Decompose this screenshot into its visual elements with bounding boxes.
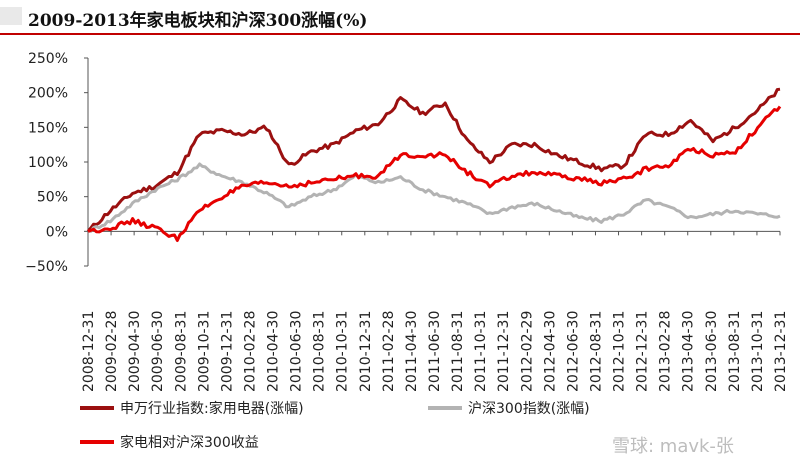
legend: 申万行业指数:家用电器(涨幅) 沪深300指数(涨幅) 家电相对沪深300收益: [80, 400, 590, 451]
x-tick-label: 2013-04-30: [681, 311, 697, 392]
x-tick-label: 2011-04-30: [404, 311, 420, 392]
watermark: 雪球: mavk-张: [612, 436, 734, 457]
x-tick-label: 2009-04-30: [127, 311, 143, 392]
x-tick-label: 2010-12-31: [358, 311, 374, 392]
x-tick-label: 2013-08-31: [727, 311, 743, 392]
x-tick-label: 2011-06-30: [427, 311, 443, 392]
x-tick-label: 2010-02-28: [242, 311, 258, 392]
title-prefix-mark: [0, 7, 22, 25]
y-tick-label: 250%: [28, 51, 68, 67]
x-tick-label: 2010-08-31: [312, 311, 328, 392]
x-tick-label: 2009-10-31: [196, 311, 212, 392]
x-tick-label: 2012-12-31: [635, 311, 651, 392]
x-tick-label: 2012-06-30: [565, 311, 581, 392]
x-tick-label: 2012-02-29: [519, 311, 535, 392]
x-tick-label: 2010-04-30: [266, 311, 282, 392]
legend-label-3: 家电相对沪深300收益: [120, 434, 259, 451]
y-tick-label: 0%: [46, 224, 68, 240]
x-tick-label: 2009-12-31: [219, 311, 235, 392]
y-tick-label: 100%: [28, 155, 68, 171]
x-tick-label: 2012-08-31: [588, 311, 604, 392]
legend-label-1: 申万行业指数:家用电器(涨幅): [120, 400, 304, 417]
x-tick-label: 2012-10-31: [612, 311, 628, 392]
x-tick-label: 2010-10-31: [335, 311, 351, 392]
x-tick-label: 2009-02-28: [104, 311, 120, 392]
x-tick-label: 2011-02-28: [381, 311, 397, 392]
x-tick-label: 2011-10-31: [473, 311, 489, 392]
x-axis: 2008-12-31 2009-02-28 2009-04-30 2009-06-30…: [81, 230, 789, 392]
x-tick-label: 2010-06-30: [289, 311, 305, 392]
title-rule: [0, 33, 800, 35]
chart-title: 2009-2013年家电板块和沪深300涨幅(%): [28, 11, 368, 31]
x-tick-label: 2013-12-31: [773, 311, 789, 392]
x-tick-label: 2013-10-31: [750, 311, 766, 392]
series-line-2: [88, 162, 781, 233]
x-tick-label: 2012-04-30: [542, 311, 558, 392]
title-bar: 2009-2013年家电板块和沪深300涨幅(%): [0, 0, 800, 35]
y-axis: −50% 0% 50% 100% 150% 200% 250%: [25, 51, 89, 275]
y-tick-label: 150%: [28, 120, 68, 136]
series-line-3: [87, 105, 782, 242]
x-tick-label: 2009-08-31: [173, 311, 189, 392]
y-tick-label: 50%: [37, 190, 68, 206]
x-tick-label: 2013-02-28: [658, 311, 674, 392]
y-tick-label: 200%: [28, 86, 68, 102]
series-line-1: [86, 87, 781, 233]
legend-label-2: 沪深300指数(涨幅): [468, 401, 590, 417]
x-tick-label: 2013-06-30: [704, 311, 720, 392]
x-tick-label: 2009-06-30: [150, 311, 166, 392]
y-tick-label: −50%: [25, 259, 68, 275]
x-tick-label: 2008-12-31: [81, 311, 97, 392]
x-tick-label: 2011-08-31: [450, 311, 466, 392]
x-tick-label: 2011-12-31: [496, 311, 512, 392]
series-layer: [86, 87, 782, 242]
